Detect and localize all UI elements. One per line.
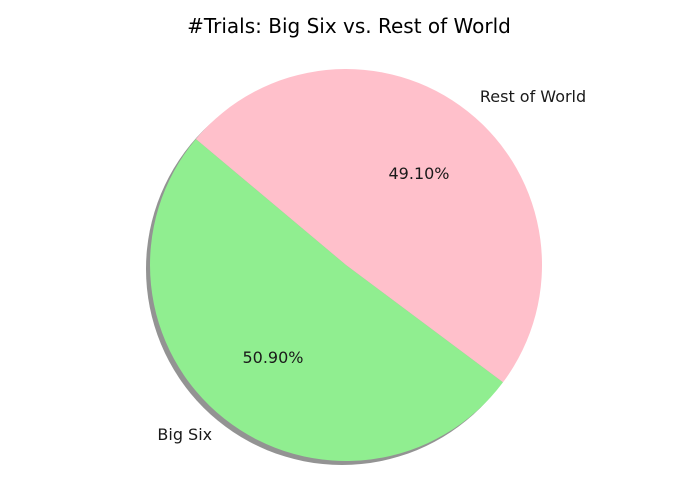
pie-labels: Big Six 50.90% Rest of World 49.10% (157, 87, 586, 444)
pct-label-rest-of-world: 49.10% (389, 164, 450, 183)
pie-slice-rest-of-world (195, 69, 542, 383)
slice-label-rest-of-world: Rest of World (480, 87, 586, 106)
pct-label-big-six: 50.90% (242, 348, 303, 367)
slice-label-big-six: Big Six (157, 425, 212, 444)
chart-title: #Trials: Big Six vs. Rest of World (187, 14, 511, 38)
pie-slice-big-six (149, 139, 504, 462)
pie-slices (146, 69, 542, 465)
